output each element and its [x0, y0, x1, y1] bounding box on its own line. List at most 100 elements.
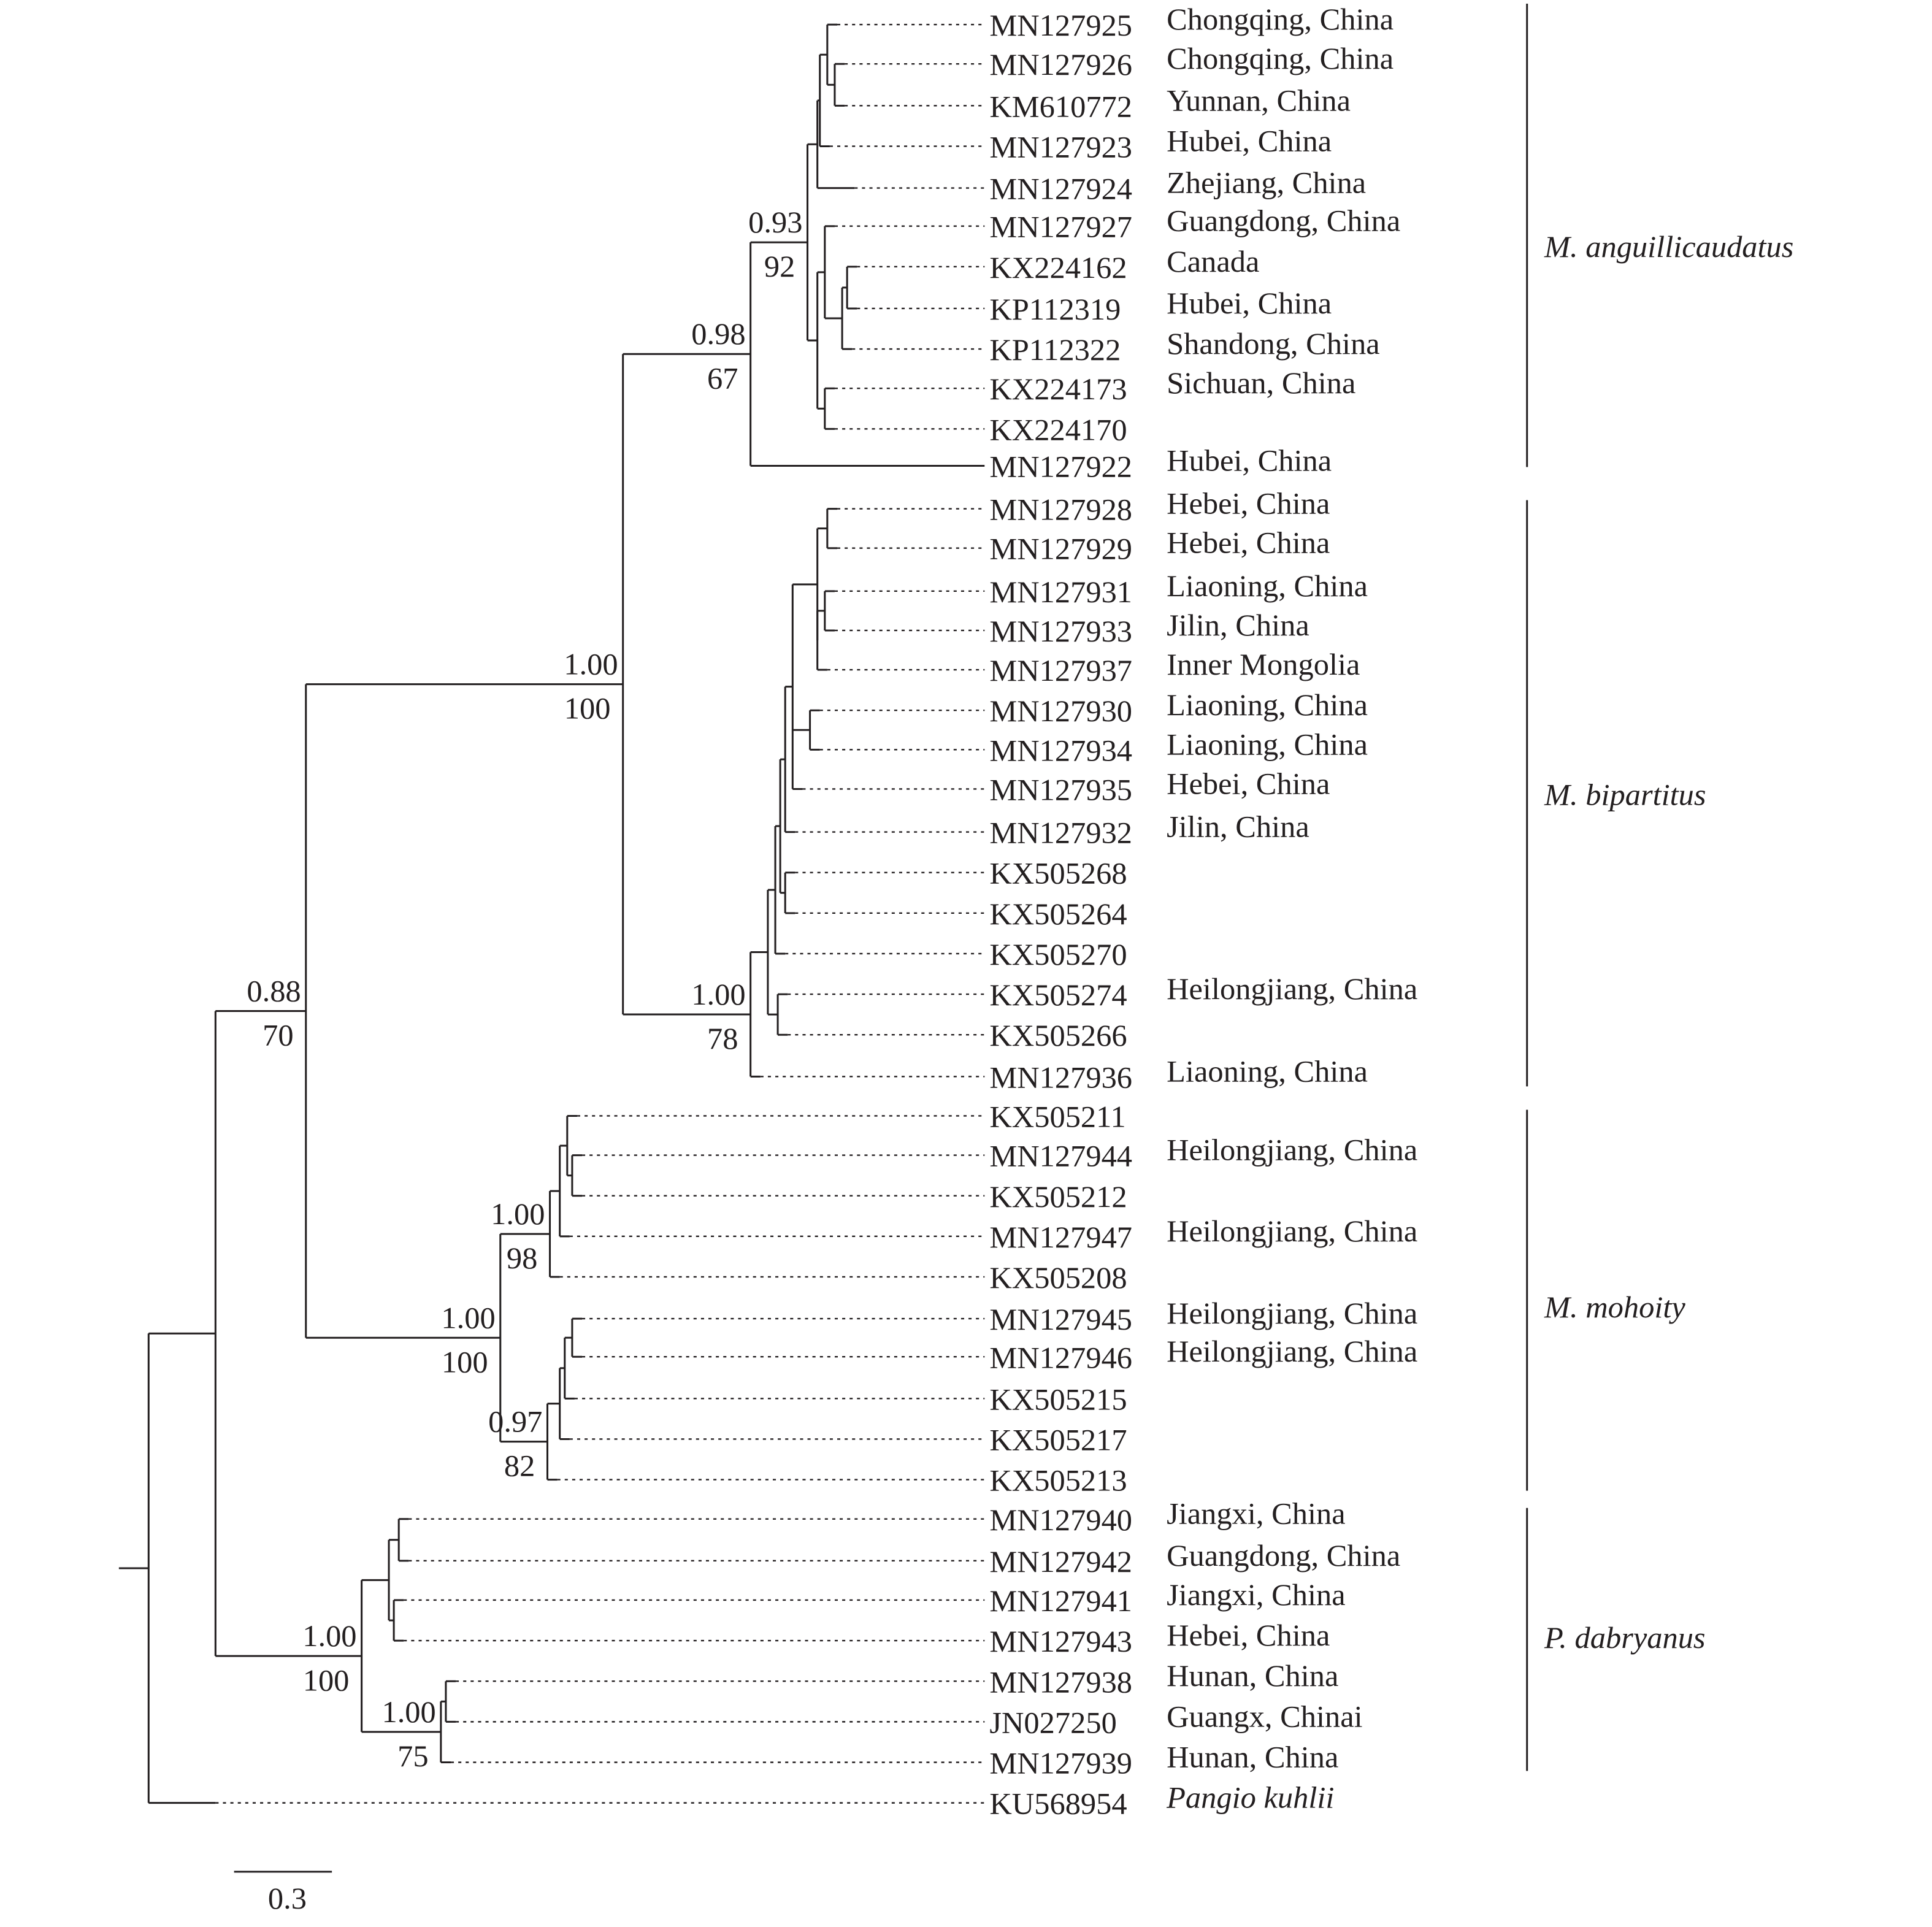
leaf-accession: MN127928 [989, 492, 1132, 527]
leaf-accession: MN127927 [989, 210, 1132, 244]
leaf-accession: KP112319 [989, 292, 1121, 326]
leaf-accession: MN127942 [989, 1544, 1132, 1579]
leaf-accession: MN127924 [989, 172, 1132, 206]
leaf-location: Inner Mongolia [1167, 647, 1360, 681]
leaf-location: Hebei, China [1167, 767, 1330, 801]
posterior-probability: 1.00 [302, 1619, 356, 1653]
leaf-location: Zhejiang, China [1167, 166, 1366, 200]
scale-bar-label: 0.3 [268, 1881, 307, 1915]
leaf-accession: MN127938 [989, 1665, 1132, 1699]
leaf-accession: MN127929 [989, 532, 1132, 566]
leaf-accession: MN127931 [989, 575, 1132, 609]
posterior-probability: 0.97 [488, 1404, 542, 1439]
bootstrap-value: 100 [564, 691, 611, 726]
bootstrap-value: 75 [397, 1739, 428, 1773]
leaf-accession: MN127936 [989, 1060, 1132, 1095]
leaf-location: Jilin, China [1167, 608, 1309, 642]
bootstrap-value: 78 [707, 1021, 738, 1055]
leaf-location: Heilongjiang, China [1167, 971, 1417, 1006]
leaf-accession: KX505208 [989, 1260, 1127, 1295]
posterior-probability: 0.88 [247, 974, 301, 1008]
leaf-location: Hebei, China [1167, 486, 1330, 521]
leaf-accession: MN127945 [989, 1302, 1132, 1336]
leaf-location: Hubei, China [1167, 286, 1332, 320]
leaf-accession: JN027250 [989, 1706, 1116, 1740]
leaf-location: Hubei, China [1167, 124, 1332, 158]
leaf-location: Guangx, Chinai [1167, 1699, 1363, 1734]
leaf-accession: KX224170 [989, 413, 1127, 447]
clade-label-dabryanus: P. dabryanus [1544, 1620, 1706, 1655]
leaf-accession: KX224173 [989, 372, 1127, 406]
bootstrap-value: 67 [707, 361, 738, 396]
leaf-location: Guangdong, China [1167, 204, 1400, 238]
leaf-accession: KU568954 [989, 1787, 1127, 1821]
leaf-accession: KX505268 [989, 856, 1127, 891]
posterior-probability: 0.93 [748, 205, 802, 239]
leaf-accession: KX505274 [989, 978, 1127, 1012]
leaf-location: Shandong, China [1167, 326, 1380, 361]
leaf-location: Heilongjiang, China [1167, 1133, 1417, 1167]
clade-label-bipartitus: M. bipartitus [1544, 778, 1706, 812]
leaf-accession: MN127944 [989, 1139, 1132, 1173]
leaf-accession: MN127923 [989, 130, 1132, 164]
clade-label-anguillicaudatus: M. anguillicaudatus [1544, 229, 1793, 264]
leaf-accession: KX505270 [989, 937, 1127, 971]
clade-label-mohoity: M. mohoity [1544, 1290, 1686, 1324]
leaf-accession: KM610772 [989, 90, 1132, 124]
leaf-location: Canada [1167, 244, 1259, 278]
leaf-accession: MN127943 [989, 1624, 1132, 1658]
posterior-probability: 0.98 [691, 316, 745, 351]
leaf-accession: MN127934 [989, 734, 1132, 768]
leaf-location: Chongqing, China [1167, 2, 1393, 36]
clade-brackets: M. anguillicaudatus M. bipartitus M. moh… [1526, 4, 1793, 1771]
leaf-location: Liaoning, China [1167, 727, 1368, 762]
leaf-accession: KX505215 [989, 1382, 1127, 1417]
leaf-accession: MN127939 [989, 1746, 1132, 1780]
leaf-accession: MN127937 [989, 653, 1132, 688]
leaf-location: Jiangxi, China [1167, 1577, 1346, 1612]
support-values: 0.88 70 1.00 100 0.98 67 0.93 92 1.00 78 1.00 100 1.… [247, 205, 802, 1773]
leaf-accession: MN127930 [989, 694, 1132, 728]
leaf-location: Guangdong, China [1167, 1538, 1400, 1573]
leaf-accession: KX505213 [989, 1463, 1127, 1498]
bootstrap-value: 100 [442, 1345, 488, 1379]
leaf-accession: MN127941 [989, 1584, 1132, 1618]
leaf-location: Sichuan, China [1167, 366, 1355, 400]
leaf-location: Liaoning, China [1167, 688, 1368, 722]
tree-branches [118, 23, 985, 1804]
leaf-accession: KX505217 [989, 1423, 1127, 1457]
leaf-location: Heilongjiang, China [1167, 1334, 1417, 1368]
leaf-accession: KX505212 [989, 1179, 1127, 1214]
leaf-accession: MN127922 [989, 450, 1132, 484]
leaf-location: Hebei, China [1167, 1618, 1330, 1652]
leaf-location: Heilongjiang, China [1167, 1214, 1417, 1248]
bootstrap-value: 92 [764, 249, 795, 283]
leaf-accession: KX224162 [989, 250, 1127, 285]
bootstrap-value: 100 [303, 1663, 350, 1697]
posterior-probability: 1.00 [564, 647, 618, 681]
leaf-accession: MN127935 [989, 773, 1132, 807]
leaf-accession: KP112322 [989, 332, 1121, 367]
leaf-location: Chongqing, China [1167, 41, 1393, 75]
posterior-probability: 1.00 [441, 1300, 495, 1335]
leaf-location: Liaoning, China [1167, 1054, 1368, 1089]
leaf-accession: MN127932 [989, 816, 1132, 850]
scale-bar: 0.3 [234, 1871, 332, 1915]
leaf-location: Heilongjiang, China [1167, 1296, 1417, 1330]
posterior-probability: 1.00 [381, 1695, 435, 1729]
leaf-accession: MN127925 [989, 8, 1132, 42]
leaf-location: Hubei, China [1167, 443, 1332, 478]
leaf-accession: KX505211 [989, 1100, 1125, 1134]
leaf-location: Yunnan, China [1167, 83, 1351, 118]
leaf-location: Hunan, China [1167, 1740, 1338, 1774]
leaf-labels: MN127925 Chongqing, China MN127926 Chongqin… [989, 2, 1417, 1820]
leaf-location: Jiangxi, China [1167, 1496, 1346, 1531]
leaf-accession: KX505266 [989, 1018, 1127, 1052]
posterior-probability: 1.00 [691, 977, 745, 1011]
bootstrap-value: 98 [507, 1241, 537, 1275]
bootstrap-value: 70 [263, 1018, 293, 1052]
leaf-accession: MN127933 [989, 614, 1132, 648]
leaf-accession: MN127947 [989, 1220, 1132, 1254]
leaf-location: Liaoning, China [1167, 569, 1368, 603]
